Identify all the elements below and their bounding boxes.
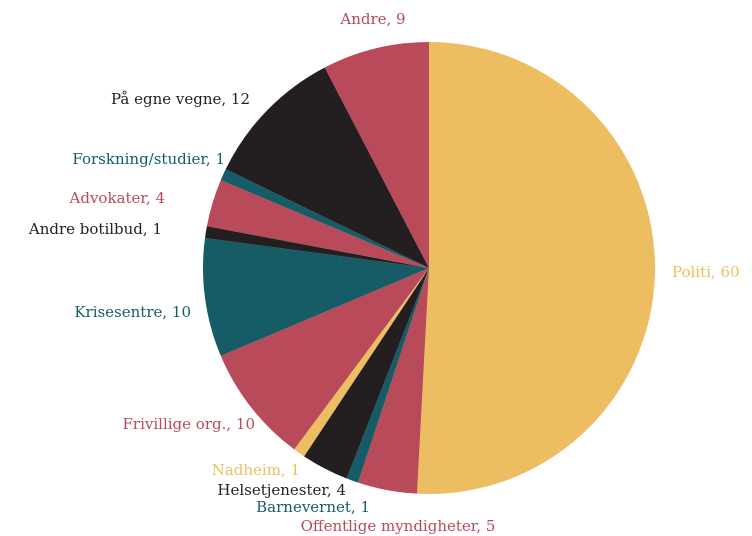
slice-label: På egne vegne, 12: [111, 90, 250, 108]
slice-label: Andre botilbud, 1: [28, 220, 162, 238]
pie-slice: [202, 238, 429, 356]
pie-slice: [225, 67, 429, 268]
slice-label: Offentlige myndigheter, 5: [301, 517, 496, 535]
pie-slice: [304, 268, 429, 479]
slice-label: Forskning/studier, 1: [72, 150, 225, 168]
slice-label: Andre, 9: [339, 10, 405, 28]
pie-slice: [294, 268, 429, 457]
slice-label: Helsetjenester, 4: [217, 481, 346, 499]
pie-slice: [358, 268, 429, 494]
slice-label: Frivillige org., 10: [123, 415, 255, 433]
slice-label: Barnevernet, 1: [256, 498, 370, 516]
pie-slice: [204, 226, 429, 268]
pie-slice: [324, 42, 429, 268]
slice-label: Krisesentre, 10: [74, 303, 191, 321]
slice-label: Politi, 60: [672, 263, 740, 281]
pie-slice: [206, 180, 429, 268]
pie-slice: [416, 42, 656, 494]
slice-label: Nadheim, 1: [212, 461, 300, 479]
pie-slice: [346, 268, 429, 483]
slice-label: Advokater, 4: [69, 189, 165, 207]
pie-slice: [220, 169, 429, 268]
pie-slice: [220, 268, 429, 450]
